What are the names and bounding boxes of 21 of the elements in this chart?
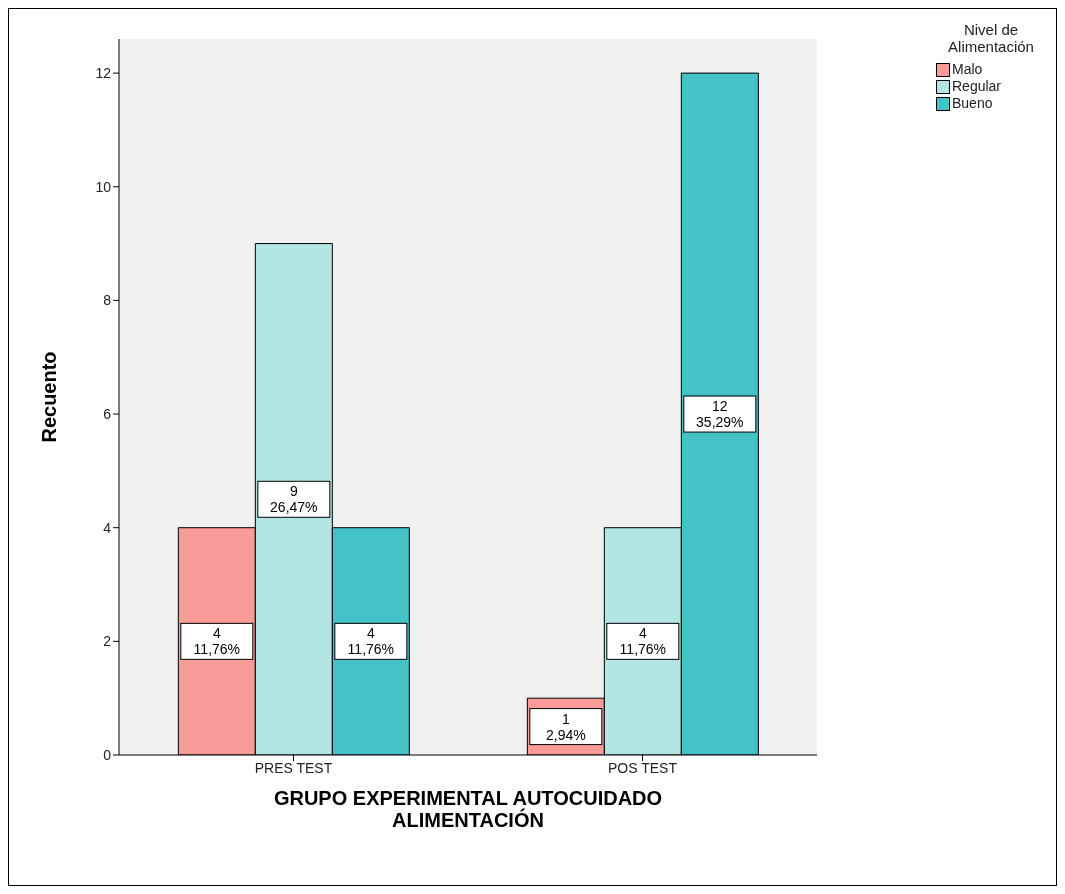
y-tick-label: 8 (103, 292, 112, 309)
y-tick-label: 2 (103, 633, 112, 650)
data-label: 9 26,47% (270, 483, 318, 516)
y-tick-label: 0 (103, 746, 112, 763)
y-tick-label: 4 (103, 519, 112, 536)
y-tick-label: 6 (103, 406, 112, 423)
y-tick-label: 10 (95, 178, 112, 195)
legend-label: Regular (952, 78, 1002, 95)
y-axis-title: Recuento (38, 351, 61, 443)
legend-label: Bueno (952, 95, 993, 112)
data-label: 1 2,94% (545, 710, 586, 743)
x-tick-label: POS TEST (608, 759, 678, 776)
data-label: 4 11,76% (619, 625, 667, 658)
y-tick-label: 12 (95, 65, 112, 82)
data-label: 12 35,29% (696, 398, 744, 431)
x-tick-label: PRES TEST (254, 759, 333, 776)
data-label: 4 11,76% (347, 625, 395, 658)
data-label: 4 11,76% (193, 625, 241, 658)
legend-title: Nivel de Alimentación (947, 21, 1035, 55)
x-axis-title: GRUPO EXPERIMENTAL AUTOCUIDADO ALIMENTACIÓN (273, 787, 663, 831)
legend-label: Malo (952, 61, 983, 78)
